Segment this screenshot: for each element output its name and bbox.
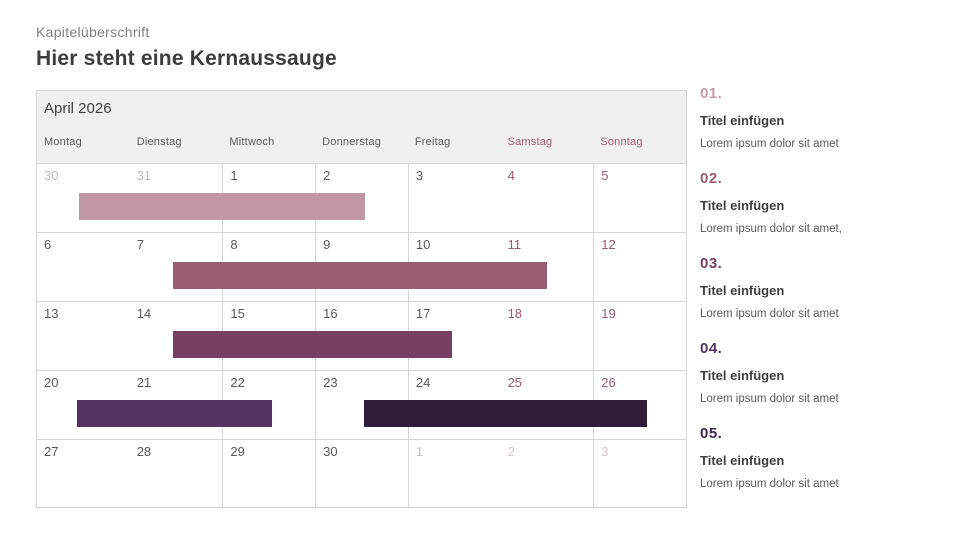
calendar: April 2026 Montag Dienstag Mittwoch Donn… <box>36 90 687 508</box>
day-header-row: Montag Dienstag Mittwoch Donnerstag Frei… <box>37 136 686 148</box>
calendar-day-cell: 14 <box>136 306 152 321</box>
calendar-day-cell: 2 <box>507 444 515 459</box>
legend-text: Lorem ipsum dolor sit amet <box>700 393 839 405</box>
legend-number: 02. <box>700 170 723 187</box>
legend-item-04: 04. Titel einfügen Lorem ipsum dolor sit… <box>700 341 890 426</box>
calendar-day-cell: 20 <box>44 375 59 390</box>
calendar-day-cell: 22 <box>222 371 315 439</box>
page-header: Kapitelüberschrift Hier steht eine Kerna… <box>36 24 676 71</box>
page-title: Hier steht eine Kernaussauge <box>36 47 337 70</box>
legend-text: Lorem ipsum dolor sit amet, <box>700 223 842 235</box>
day-header-samstag: Samstag <box>507 136 553 148</box>
legend-title: Titel einfügen <box>700 198 785 213</box>
calendar-day-cell: 7 <box>136 237 144 252</box>
calendar-day-cell: 28 <box>136 444 152 459</box>
day-header-montag: Montag <box>44 136 82 148</box>
legend-item-02: 02. Titel einfügen Lorem ipsum dolor sit… <box>700 171 890 256</box>
calendar-day-cell: 11 <box>507 237 522 252</box>
calendar-day-cell: 1 <box>407 440 501 508</box>
calendar-day-cell: 13 <box>44 306 59 321</box>
calendar-day-cell: 25 <box>507 375 523 390</box>
day-header-freitag: Freitag <box>414 136 451 148</box>
calendar-day-cell: 26 <box>593 371 686 439</box>
calendar-day-cell: 16 <box>315 302 408 370</box>
calendar-day-cell: 18 <box>507 306 523 321</box>
legend-title: Titel einfügen <box>700 368 785 383</box>
legend-title: Titel einfügen <box>700 453 785 468</box>
calendar-day-cell: 17 <box>407 302 501 370</box>
legend-title: Titel einfügen <box>700 283 785 298</box>
calendar-day-cell: 12 <box>593 233 686 301</box>
legend: 01. Titel einfügen Lorem ipsum dolor sit… <box>700 86 890 511</box>
legend-number: 04. <box>700 340 723 357</box>
calendar-day-cell: 10 <box>407 233 501 301</box>
calendar-day-cell: 8 <box>222 233 315 301</box>
calendar-day-cell: 5 <box>593 164 686 232</box>
calendar-day-cell: 27 <box>44 444 59 459</box>
day-header-dienstag: Dienstag <box>136 136 182 148</box>
calendar-day-cell: 2 <box>315 164 408 232</box>
legend-number: 03. <box>700 255 723 272</box>
calendar-day-cell: 29 <box>222 440 315 508</box>
legend-text: Lorem ipsum dolor sit amet <box>700 138 839 150</box>
calendar-week-row: 30 31 1 2 3 4 5 <box>37 163 686 232</box>
legend-item-03: 03. Titel einfügen Lorem ipsum dolor sit… <box>700 256 890 341</box>
calendar-day-cell: 9 <box>315 233 408 301</box>
legend-number: 01. <box>700 85 723 102</box>
calendar-week-row: 13 14 15 16 17 18 19 <box>37 301 686 370</box>
legend-text: Lorem ipsum dolor sit amet <box>700 308 839 320</box>
calendar-week-row: 6 7 8 9 10 11 12 <box>37 232 686 301</box>
legend-number: 05. <box>700 425 723 442</box>
legend-item-05: 05. Titel einfügen Lorem ipsum dolor sit… <box>700 426 890 511</box>
calendar-day-cell: 15 <box>222 302 315 370</box>
month-label: April 2026 <box>44 100 112 117</box>
calendar-day-cell: 6 <box>44 237 52 252</box>
calendar-header: April 2026 Montag Dienstag Mittwoch Donn… <box>37 91 686 163</box>
calendar-day-cell: 4 <box>507 168 515 183</box>
calendar-day-cell: 31 <box>136 168 152 183</box>
calendar-day-cell: 30 <box>44 168 59 183</box>
calendar-day-cell: 3 <box>593 440 686 508</box>
day-header-sonntag: Sonntag <box>600 136 643 148</box>
calendar-week-row: 20 21 22 23 24 25 26 <box>37 370 686 439</box>
calendar-day-cell: 30 <box>315 440 408 508</box>
calendar-day-cell: 19 <box>593 302 686 370</box>
day-header-mittwoch: Mittwoch <box>229 136 275 148</box>
chapter-kicker: Kapitelüberschrift <box>36 24 150 40</box>
legend-title: Titel einfügen <box>700 113 785 128</box>
calendar-day-cell: 21 <box>136 375 152 390</box>
calendar-day-cell: 1 <box>222 164 315 232</box>
calendar-day-cell: 3 <box>407 164 501 232</box>
legend-text: Lorem ipsum dolor sit amet <box>700 478 839 490</box>
calendar-day-cell: 23 <box>315 371 408 439</box>
calendar-day-cell: 24 <box>407 371 501 439</box>
calendar-week-row: 27 28 29 30 1 2 3 <box>37 439 686 508</box>
day-header-donnerstag: Donnerstag <box>322 136 382 148</box>
legend-item-01: 01. Titel einfügen Lorem ipsum dolor sit… <box>700 86 890 171</box>
